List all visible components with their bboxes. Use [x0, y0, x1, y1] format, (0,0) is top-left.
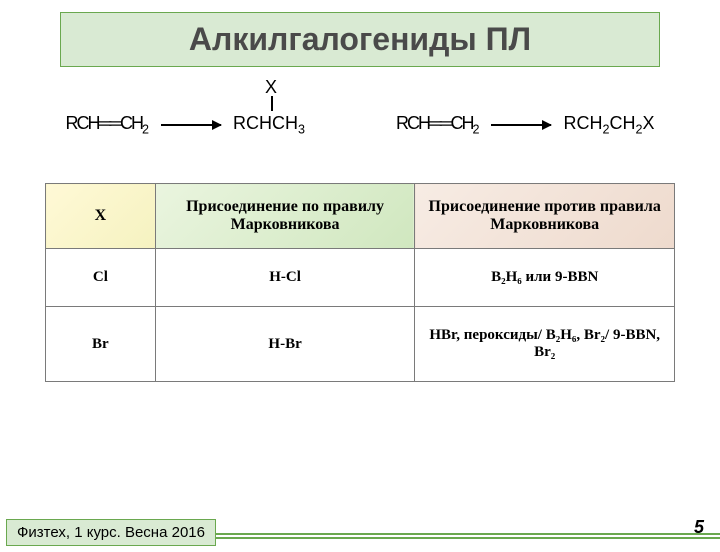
reactant-1: RCH══CH2	[65, 113, 149, 137]
footer-text: Физтех, 1 курс. Весна 2016	[6, 519, 216, 546]
cell-x: Cl	[46, 249, 156, 307]
reaction-1: RCH══CH2 X RCHCH3	[65, 113, 305, 137]
footer-rule	[215, 533, 720, 539]
table-row: Br H-Br HBr, пероксиды/ B₂H₆, Br₂/ 9-BBN…	[46, 307, 675, 382]
bond-line	[271, 96, 273, 111]
page-number: 5	[694, 517, 704, 538]
col-header-anti: Присоединение против правила Марковников…	[415, 184, 675, 249]
data-table: X Присоединение по правилу Марковникова …	[45, 183, 675, 382]
cell-mark: H-Cl	[155, 249, 415, 307]
arrow-icon	[161, 124, 221, 126]
cell-anti: B₂H₆ или 9-BBN	[415, 249, 675, 307]
table-row: Cl H-Cl B₂H₆ или 9-BBN	[46, 249, 675, 307]
reaction-2: RCH══CH2 RCH2CH2X	[396, 113, 655, 137]
product-2: RCH2CH2X	[563, 113, 654, 137]
table-header-row: X Присоединение по правилу Марковникова …	[46, 184, 675, 249]
x-label: X	[265, 77, 277, 98]
col-header-markovnikov: Присоединение по правилу Марковникова	[155, 184, 415, 249]
title-box: Алкилгалогениды ПЛ	[60, 12, 660, 67]
product-1: X RCHCH3	[233, 113, 305, 137]
reactions-row: RCH══CH2 X RCHCH3 RCH══CH2 RCH2CH2X	[20, 85, 700, 165]
cell-anti: HBr, пероксиды/ B₂H₆, Br₂/ 9-BBN, Br₂	[415, 307, 675, 382]
arrow-icon	[491, 124, 551, 126]
reactant-2: RCH══CH2	[396, 113, 480, 137]
page-title: Алкилгалогениды ПЛ	[189, 21, 531, 57]
cell-mark: H-Br	[155, 307, 415, 382]
col-header-x: X	[46, 184, 156, 249]
footer: Физтех, 1 курс. Весна 2016	[0, 519, 720, 552]
cell-x: Br	[46, 307, 156, 382]
